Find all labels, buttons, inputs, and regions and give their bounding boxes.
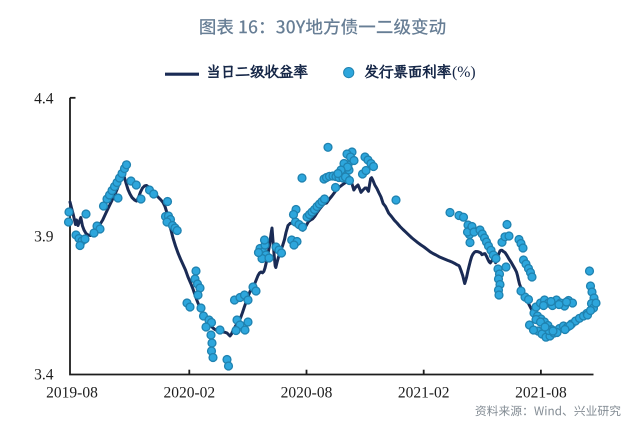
svg-text:2020-02: 2020-02 — [163, 384, 215, 401]
svg-text:(%): (%) — [452, 64, 476, 81]
svg-text:3.4: 3.4 — [34, 367, 54, 384]
svg-text:2021-08: 2021-08 — [515, 384, 567, 401]
svg-text:2019-08: 2019-08 — [46, 384, 98, 401]
svg-text:4.4: 4.4 — [34, 91, 54, 108]
svg-text:3.9: 3.9 — [34, 229, 54, 246]
svg-text:2020-08: 2020-08 — [281, 384, 333, 401]
svg-text:2021-02: 2021-02 — [398, 384, 450, 401]
